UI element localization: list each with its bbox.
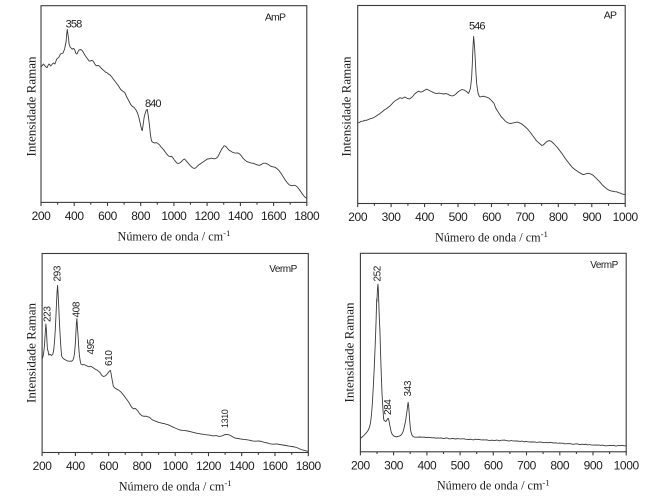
svg-text:546: 546 bbox=[469, 21, 485, 33]
svg-text:200: 200 bbox=[351, 458, 371, 472]
svg-text:343: 343 bbox=[403, 380, 414, 396]
svg-text:1800: 1800 bbox=[296, 459, 322, 473]
svg-text:293: 293 bbox=[52, 265, 63, 281]
svg-text:Número de onda / cm-1: Número de onda / cm-1 bbox=[435, 229, 548, 244]
svg-text:800: 800 bbox=[550, 458, 570, 472]
svg-text:495: 495 bbox=[86, 338, 97, 354]
svg-text:408: 408 bbox=[71, 301, 82, 317]
svg-text:AmP: AmP bbox=[265, 12, 286, 24]
svg-text:800: 800 bbox=[549, 210, 569, 224]
svg-text:1000: 1000 bbox=[163, 459, 189, 473]
svg-text:Número de onda / cm-1: Número de onda / cm-1 bbox=[118, 228, 231, 243]
svg-text:1200: 1200 bbox=[196, 459, 222, 473]
svg-text:1400: 1400 bbox=[229, 459, 255, 473]
svg-text:900: 900 bbox=[582, 210, 602, 224]
svg-text:840: 840 bbox=[145, 98, 161, 110]
svg-text:Intensidade Raman: Intensidade Raman bbox=[338, 56, 353, 156]
svg-text:1800: 1800 bbox=[294, 209, 320, 223]
svg-text:600: 600 bbox=[482, 210, 502, 224]
svg-text:Número de onda / cm-1: Número de onda / cm-1 bbox=[119, 478, 232, 493]
svg-text:400: 400 bbox=[66, 459, 86, 473]
svg-text:400: 400 bbox=[417, 458, 437, 472]
svg-text:600: 600 bbox=[484, 458, 504, 472]
svg-text:Intensidade Raman: Intensidade Raman bbox=[23, 303, 38, 403]
svg-text:800: 800 bbox=[131, 209, 151, 223]
svg-text:223: 223 bbox=[43, 306, 54, 322]
svg-text:500: 500 bbox=[449, 210, 469, 224]
svg-text:200: 200 bbox=[33, 459, 53, 473]
svg-text:700: 700 bbox=[515, 210, 535, 224]
svg-text:610: 610 bbox=[104, 350, 115, 366]
svg-text:800: 800 bbox=[132, 459, 152, 473]
svg-text:900: 900 bbox=[584, 458, 604, 472]
svg-text:600: 600 bbox=[99, 459, 119, 473]
svg-text:VermP: VermP bbox=[269, 264, 297, 275]
svg-text:200: 200 bbox=[32, 209, 52, 223]
svg-text:358: 358 bbox=[66, 19, 82, 31]
svg-text:1200: 1200 bbox=[195, 209, 221, 223]
svg-text:1600: 1600 bbox=[262, 459, 288, 473]
svg-text:1310: 1310 bbox=[220, 409, 230, 428]
svg-text:284: 284 bbox=[383, 399, 394, 415]
svg-text:1400: 1400 bbox=[228, 209, 254, 223]
svg-text:Intensidade Raman: Intensidade Raman bbox=[342, 302, 357, 402]
svg-text:500: 500 bbox=[451, 458, 471, 472]
svg-text:Intensidade Raman: Intensidade Raman bbox=[23, 56, 38, 156]
svg-text:700: 700 bbox=[517, 458, 537, 472]
svg-text:Número de onda / cm-1: Número de onda / cm-1 bbox=[437, 478, 550, 493]
svg-text:200: 200 bbox=[348, 210, 368, 224]
svg-text:400: 400 bbox=[65, 209, 85, 223]
svg-text:1600: 1600 bbox=[261, 209, 287, 223]
svg-text:VermP: VermP bbox=[590, 260, 618, 271]
svg-text:300: 300 bbox=[382, 210, 402, 224]
svg-text:600: 600 bbox=[98, 209, 118, 223]
svg-text:1000: 1000 bbox=[161, 209, 187, 223]
svg-text:AP: AP bbox=[604, 10, 617, 22]
svg-text:1000: 1000 bbox=[614, 458, 640, 472]
svg-text:400: 400 bbox=[415, 210, 435, 224]
svg-text:300: 300 bbox=[384, 458, 404, 472]
svg-text:252: 252 bbox=[373, 265, 384, 281]
svg-text:1000: 1000 bbox=[613, 210, 639, 224]
